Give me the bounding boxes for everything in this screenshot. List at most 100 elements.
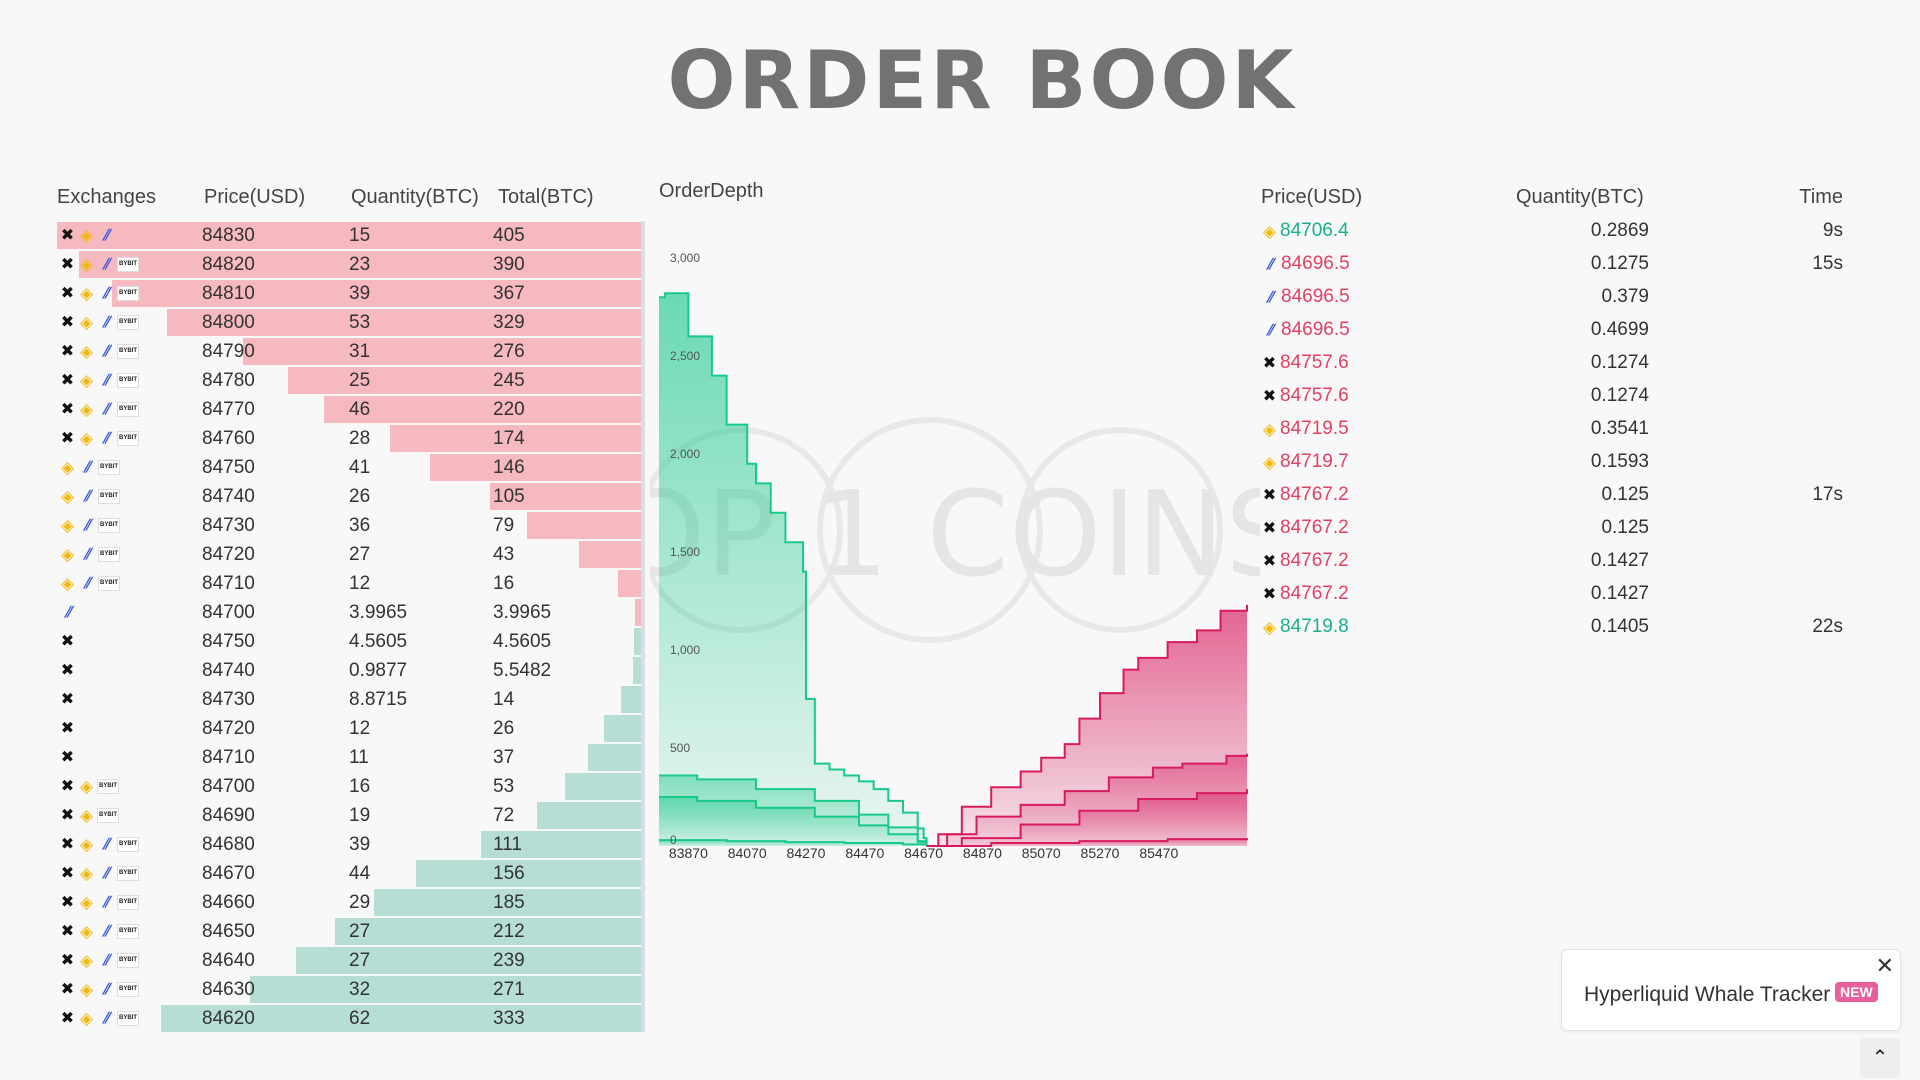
order-book-rows: ✖ ◈ ⫽ 84830 15 405 ✖ ◈ ⫽ BYBIT 84820 23 390 ✖ ◈ ⫽ BYBIT 8… — [57, 221, 641, 1033]
ask-row[interactable]: ◈ ⫽ BYBIT 84730 36 79 — [57, 511, 641, 540]
order-price: 84810 — [202, 283, 255, 304]
bid-row[interactable]: ✖ ◈ ⫽ BYBIT 84670 44 156 — [57, 859, 641, 888]
bybit-icon: BYBIT — [97, 808, 119, 823]
ask-depth-bar — [166, 309, 641, 336]
order-price: 84740 — [202, 660, 255, 681]
order-price: 84630 — [202, 979, 255, 1000]
trade-price: 84719.5 — [1280, 418, 1349, 439]
bid-row[interactable]: ✖ ◈ ⫽ BYBIT 84620 62 333 — [57, 1004, 641, 1033]
trade-row: ✖ 84767.2 0.1427 — [1261, 547, 1861, 580]
bid-row[interactable]: ✖ ◈ ⫽ BYBIT 84680 39 111 — [57, 830, 641, 859]
ask-depth-bar — [489, 483, 641, 510]
ask-row[interactable]: ✖ ◈ ⫽ BYBIT 84810 39 367 — [57, 279, 641, 308]
order-total: 239 — [493, 950, 525, 971]
ask-depth-bar — [287, 367, 641, 394]
x-tick-label: 85270 — [1081, 845, 1120, 860]
ask-row[interactable]: ◈ ⫽ BYBIT 84720 27 43 — [57, 540, 641, 569]
bid-row[interactable]: ✖ ◈ ⫽ BYBIT 84660 29 185 — [57, 888, 641, 917]
trade-quantity: 0.1427 — [1590, 550, 1649, 571]
trade-price-cell: ◈ 84719.8 — [1261, 616, 1349, 638]
ask-row[interactable]: ◈ ⫽ BYBIT 84740 26 105 — [57, 482, 641, 511]
trades-col-time: Time — [1799, 186, 1843, 208]
col-exchanges: Exchanges — [57, 186, 156, 208]
order-total: 3.9965 — [493, 602, 552, 623]
exchange-icons: ✖ — [59, 691, 76, 708]
bid-row[interactable]: ✖ 84730 8.8715 14 — [57, 685, 641, 714]
order-total: 53 — [493, 776, 515, 797]
trade-time: 17s — [1812, 484, 1843, 505]
trade-price-cell: ✖ 84767.2 — [1261, 517, 1349, 539]
bid-depth-bar — [634, 628, 641, 655]
trade-price: 84706.4 — [1280, 220, 1349, 241]
whale-tracker-widget[interactable]: Hyperliquid Whale Tracker NEW ✕ — [1561, 949, 1901, 1031]
bid-depth-bar — [633, 657, 641, 684]
order-total: 276 — [493, 341, 525, 362]
ask-row[interactable]: ⫽ 84700 3.9965 3.9965 — [57, 598, 641, 627]
order-total: 212 — [493, 921, 525, 942]
order-price: 84730 — [202, 515, 255, 536]
order-qty: 41 — [349, 457, 371, 478]
x-tick-label: 85070 — [1022, 845, 1061, 860]
x-icon: ✖ — [1262, 354, 1277, 372]
x-tick-label: 85470 — [1139, 845, 1178, 860]
trade-price: 84767.2 — [1280, 517, 1349, 538]
bybit-icon: BYBIT — [117, 982, 139, 997]
exchange-icons: ✖ ◈ ⫽ BYBIT — [59, 894, 139, 911]
scroll-to-top-button[interactable]: ⌃ — [1860, 1038, 1900, 1078]
order-book-scrollbar[interactable] — [641, 221, 645, 1032]
trade-price-cell: ◈ 84719.5 — [1261, 418, 1349, 440]
x-icon: ✖ — [60, 401, 75, 418]
order-total: 72 — [493, 805, 515, 826]
binance-icon: ◈ — [79, 371, 94, 390]
bid-depth-bar — [587, 744, 641, 771]
bid-row[interactable]: ✖ 84710 11 37 — [57, 743, 641, 772]
whale-tracker-label[interactable]: Hyperliquid Whale Tracker — [1584, 983, 1831, 1006]
order-price: 84820 — [202, 254, 255, 275]
bid-row[interactable]: ✖ 84740 0.9877 5.5482 — [57, 656, 641, 685]
ask-row[interactable]: ◈ ⫽ BYBIT 84750 41 146 — [57, 453, 641, 482]
bid-row[interactable]: ✖ ◈ ⫽ BYBIT 84650 27 212 — [57, 917, 641, 946]
bid-row[interactable]: ✖ ◈ BYBIT 84690 19 72 — [57, 801, 641, 830]
order-total: 37 — [493, 747, 515, 768]
exchange-icons: ◈ ⫽ BYBIT — [59, 517, 120, 534]
bid-depth-area — [659, 293, 927, 846]
ask-row[interactable]: ✖ ◈ ⫽ BYBIT 84790 31 276 — [57, 337, 641, 366]
order-price: 84730 — [202, 689, 255, 710]
bybit-icon: BYBIT — [98, 576, 120, 591]
x-tick-label: 84670 — [904, 845, 943, 860]
bid-depth-bar — [250, 976, 641, 1003]
order-price: 84760 — [202, 428, 255, 449]
ask-row[interactable]: ✖ ◈ ⫽ BYBIT 84800 53 329 — [57, 308, 641, 337]
trade-quantity: 0.2869 — [1590, 220, 1649, 241]
trade-time: 22s — [1812, 616, 1843, 637]
ask-row[interactable]: ◈ ⫽ BYBIT 84710 12 16 — [57, 569, 641, 598]
close-icon[interactable]: ✕ — [1875, 953, 1894, 978]
trade-row: ✖ 84757.6 0.1274 — [1261, 349, 1861, 382]
ask-row[interactable]: ✖ ◈ ⫽ 84830 15 405 — [57, 221, 641, 250]
bid-row[interactable]: ✖ 84750 4.5605 4.5605 — [57, 627, 641, 656]
binance-icon: ◈ — [60, 487, 75, 506]
bid-row[interactable]: ✖ 84720 12 26 — [57, 714, 641, 743]
ask-row[interactable]: ✖ ◈ ⫽ BYBIT 84760 28 174 — [57, 424, 641, 453]
order-total: 271 — [493, 979, 525, 1000]
bybit-icon: BYBIT — [98, 518, 120, 533]
bid-row[interactable]: ✖ ◈ ⫽ BYBIT 84640 27 239 — [57, 946, 641, 975]
ask-depth-bar — [527, 512, 641, 539]
order-total: 333 — [493, 1008, 525, 1029]
ask-depth-line — [926, 753, 1248, 847]
order-price: 84640 — [202, 950, 255, 971]
binance-icon: ◈ — [79, 864, 94, 883]
ask-row[interactable]: ✖ ◈ ⫽ BYBIT 84780 25 245 — [57, 366, 641, 395]
ask-row[interactable]: ✖ ◈ ⫽ BYBIT 84820 23 390 — [57, 250, 641, 279]
binance-icon: ◈ — [79, 951, 94, 970]
trade-row: ✖ 84767.2 0.125 17s — [1261, 481, 1861, 514]
bid-row[interactable]: ✖ ◈ BYBIT 84700 16 53 — [57, 772, 641, 801]
order-qty: 0.9877 — [349, 660, 408, 681]
order-qty: 44 — [349, 863, 371, 884]
ask-row[interactable]: ✖ ◈ ⫽ BYBIT 84770 46 220 — [57, 395, 641, 424]
order-total: 220 — [493, 399, 525, 420]
hyperliquid-icon: ⫽ — [83, 575, 91, 592]
bid-depth-bar — [564, 773, 641, 800]
bid-row[interactable]: ✖ ◈ ⫽ BYBIT 84630 32 271 — [57, 975, 641, 1004]
exchange-icons: ✖ ◈ ⫽ BYBIT — [59, 1010, 139, 1027]
